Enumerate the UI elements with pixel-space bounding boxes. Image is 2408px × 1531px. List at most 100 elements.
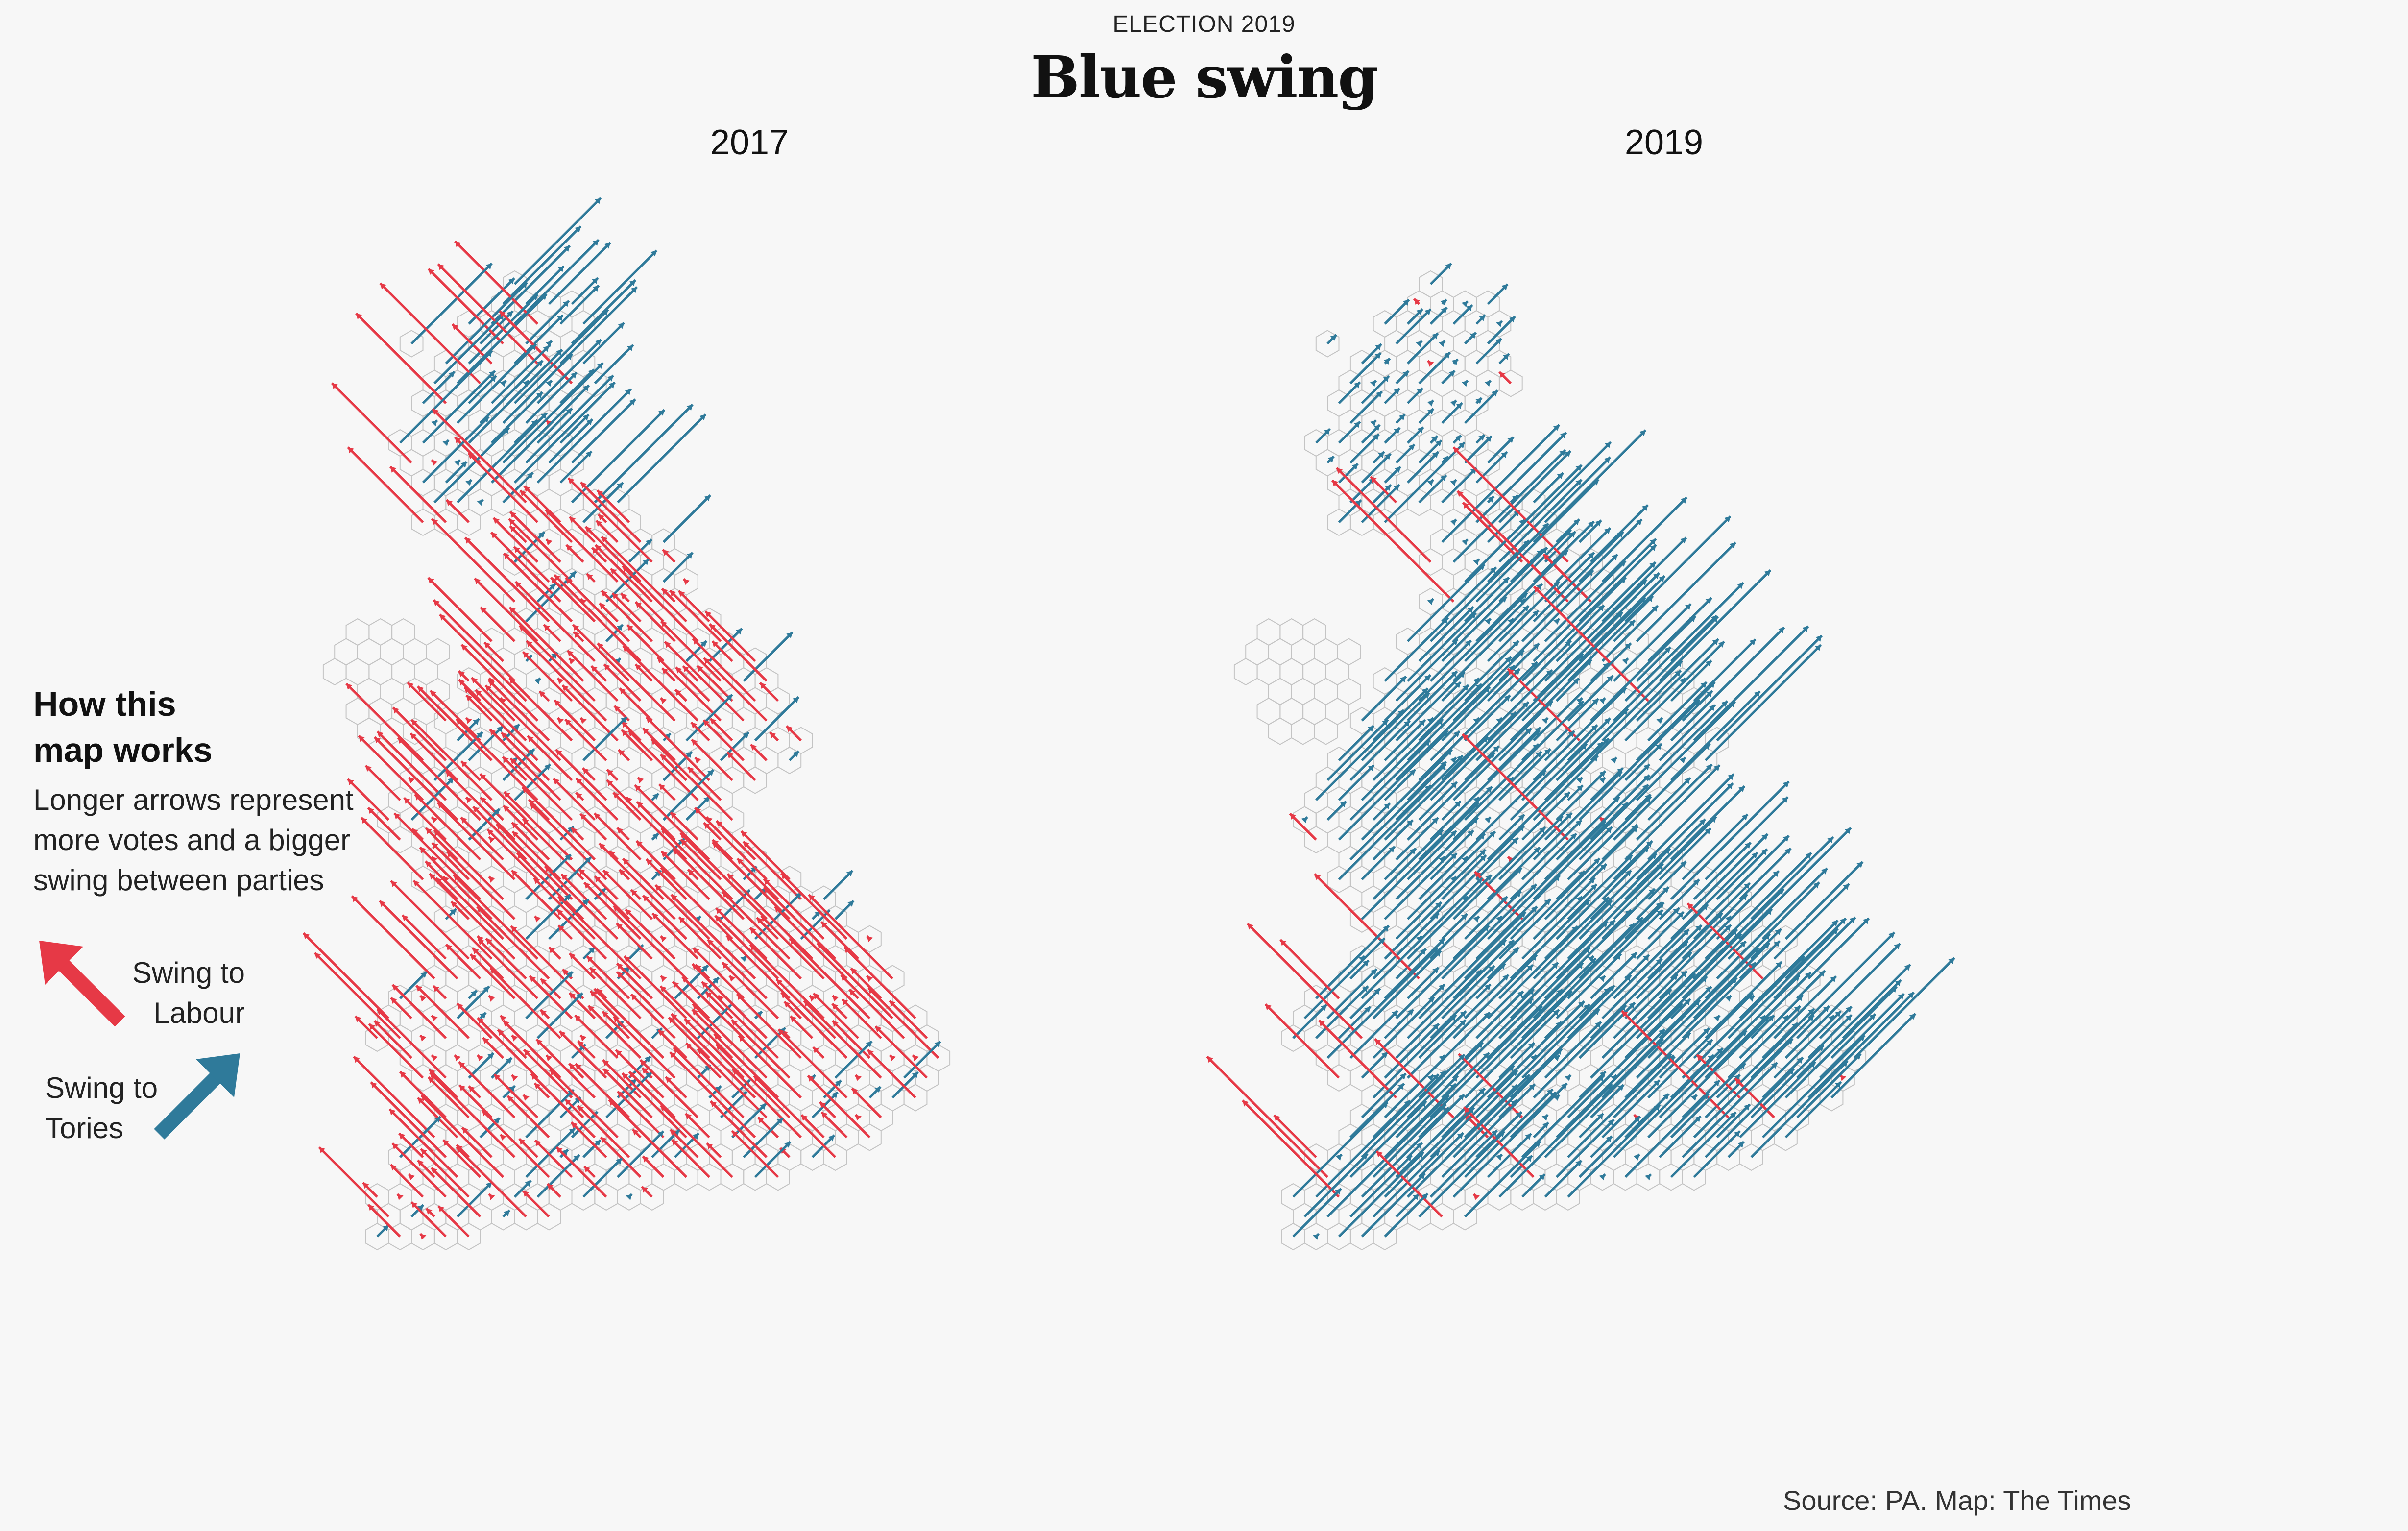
arrow-head <box>392 985 399 991</box>
swing-arrow-labour <box>456 1146 527 1218</box>
arrow-head <box>421 1095 428 1102</box>
arrow-head <box>1665 1053 1672 1060</box>
swing-arrow-tory <box>1578 1115 1641 1178</box>
swing-arrow-tory <box>479 310 514 345</box>
arrow-head <box>362 1182 369 1189</box>
arrow-head <box>1432 452 1439 458</box>
arrow-head <box>428 578 434 584</box>
swing-arrow-labour <box>634 601 676 642</box>
swing-arrow-tory <box>1716 867 1828 980</box>
arrow-head <box>1739 1063 1746 1069</box>
arrow-head <box>602 1060 609 1067</box>
arrow-head <box>369 1024 375 1030</box>
arrow-head <box>1483 1052 1490 1059</box>
swing-arrow-tory <box>1682 940 1781 1039</box>
arrow-head <box>1442 730 1448 737</box>
arrow-head <box>1725 996 1732 1002</box>
swing-arrow-tory <box>1361 877 1484 999</box>
ni-hex <box>1302 618 1326 646</box>
arrow-head <box>1376 1151 1383 1158</box>
swing-arrow-labour <box>516 852 584 920</box>
ni-hex <box>1256 697 1281 726</box>
swing-arrow-tory <box>1613 903 1709 999</box>
arrow-head <box>875 1026 882 1033</box>
arrow-head <box>1680 861 1686 868</box>
swing-arrow-tory <box>1464 1140 1541 1218</box>
swing-arrow-labour <box>533 877 596 940</box>
arrow-head <box>457 1003 463 1010</box>
swing-arrow-labour <box>578 868 630 920</box>
swing-arrow-labour <box>364 764 401 801</box>
swing-arrow-labour <box>594 875 619 900</box>
arrow-head <box>1532 610 1539 617</box>
arrow-head <box>1721 701 1728 707</box>
arrow-head <box>1841 1061 1848 1067</box>
swing-arrow-labour <box>684 1113 710 1139</box>
arrow-head <box>490 376 496 382</box>
swing-arrow-tory <box>1384 719 1426 761</box>
arrow-head <box>712 641 719 648</box>
swing-arrow-tory <box>1521 961 1559 999</box>
swing-arrow-tory <box>1705 644 1822 761</box>
arrow-head <box>543 345 549 352</box>
arrow-head <box>1427 400 1434 407</box>
swing-arrow-tory <box>1556 708 1629 781</box>
arrow-head <box>1599 771 1606 778</box>
swing-arrow-tory <box>1475 432 1567 523</box>
arrow-head <box>693 1004 699 1010</box>
arrow-head <box>732 1131 738 1137</box>
arrow-head <box>1702 904 1708 911</box>
swing-arrow-labour <box>555 1146 607 1198</box>
arrow-head <box>1890 986 1897 993</box>
arrow-head <box>1455 435 1461 441</box>
arrow-head <box>623 858 629 865</box>
arrow-head <box>1515 891 1521 898</box>
swing-arrow-tory <box>1705 933 1771 999</box>
arrow-head <box>1461 914 1468 920</box>
arrow-head <box>1565 530 1571 536</box>
arrow-head <box>643 1156 649 1163</box>
arrow-head <box>1373 425 1380 431</box>
arrow-head <box>1763 943 1770 949</box>
swing-arrow-tory <box>1384 901 1443 960</box>
swing-arrow-tory <box>1429 962 1506 1039</box>
arrow-head <box>540 1010 547 1016</box>
arrow-head <box>404 798 410 804</box>
arrow-head <box>1499 963 1506 970</box>
arrow-head <box>1681 971 1687 977</box>
ni-hex <box>1279 657 1304 686</box>
swing-arrow-labour <box>594 544 653 603</box>
swing-arrow-tory <box>536 992 583 1039</box>
arrow-head <box>619 870 626 876</box>
swing-arrow-tory <box>1395 671 1466 742</box>
swing-arrow-tory <box>1338 1151 1425 1238</box>
arrow-head <box>1546 701 1553 707</box>
arrow-head <box>1507 437 1514 443</box>
arrow-head <box>1898 994 1904 1000</box>
constituency-hex <box>1498 369 1523 397</box>
arrow-head <box>613 1016 620 1023</box>
swing-arrow-tory <box>1533 1004 1627 1099</box>
swing-arrow-labour <box>593 988 665 1059</box>
arrow-head <box>609 1099 615 1106</box>
arrow-head <box>1453 731 1460 738</box>
swing-arrow-tory <box>1659 827 1712 880</box>
swing-arrow-tory <box>1429 729 1541 841</box>
arrow-head <box>1450 853 1457 859</box>
arrow-head <box>1530 884 1537 891</box>
arrow-head <box>571 827 578 834</box>
swing-arrow-tory <box>754 1141 792 1178</box>
arrow-head <box>1427 480 1434 486</box>
arrow-head <box>1473 916 1479 923</box>
arrow-head <box>511 1075 518 1081</box>
arrow-head <box>523 1094 530 1101</box>
arrow-head <box>1496 321 1502 327</box>
arrow-head <box>1662 887 1669 894</box>
arrow-head <box>1815 635 1822 642</box>
arrow-head <box>1570 833 1577 840</box>
arrow-head <box>1488 966 1494 972</box>
arrow-head <box>1565 813 1572 819</box>
swing-arrow-labour <box>522 1190 550 1218</box>
arrow-head <box>1585 659 1592 666</box>
arrow-head <box>655 885 662 891</box>
